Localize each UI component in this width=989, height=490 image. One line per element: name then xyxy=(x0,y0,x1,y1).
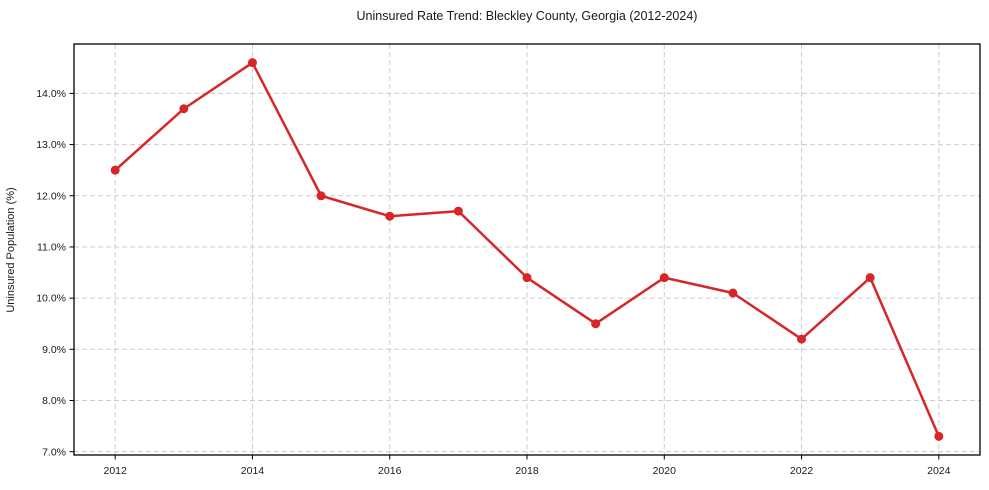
data-point xyxy=(385,211,395,221)
y-axis-label: Uninsured Population (%) xyxy=(5,187,17,312)
data-point xyxy=(934,431,944,441)
y-tick-label: 13.0% xyxy=(36,139,66,151)
y-tick-label: 11.0% xyxy=(37,242,66,254)
y-tick-label: 10.0% xyxy=(36,293,66,305)
chart-title: Uninsured Rate Trend: Bleckley County, G… xyxy=(357,9,698,23)
plot-area: 7.0% 8.0% 9.0% 10.0% 11.0% 12.0% 13.0% 14.0% 201… xyxy=(36,43,981,477)
x-tick-label: 2016 xyxy=(378,465,402,477)
x-tick-label: 2020 xyxy=(653,465,677,477)
y-tick-label: 7.0% xyxy=(42,446,66,458)
x-tick-label: 2024 xyxy=(927,465,951,477)
data-point xyxy=(247,58,257,68)
y-tick-label: 14.0% xyxy=(36,88,66,100)
data-point xyxy=(591,319,601,329)
x-tick-label: 2022 xyxy=(790,465,814,477)
data-point xyxy=(728,288,738,298)
axes-box xyxy=(73,43,981,456)
data-point xyxy=(179,104,189,114)
data-point xyxy=(453,206,463,216)
data-point xyxy=(797,334,807,344)
data-point xyxy=(659,273,669,283)
y-tick-label: 8.0% xyxy=(42,395,66,407)
data-point xyxy=(865,273,875,283)
data-point xyxy=(316,191,326,201)
x-tick-label: 2012 xyxy=(104,465,128,477)
y-tick-label: 12.0% xyxy=(36,190,66,202)
x-tick-label: 2014 xyxy=(241,465,265,477)
y-tick-label: 9.0% xyxy=(42,344,66,356)
x-tick-label: 2018 xyxy=(515,465,539,477)
data-point xyxy=(110,165,120,175)
data-point xyxy=(522,273,532,283)
